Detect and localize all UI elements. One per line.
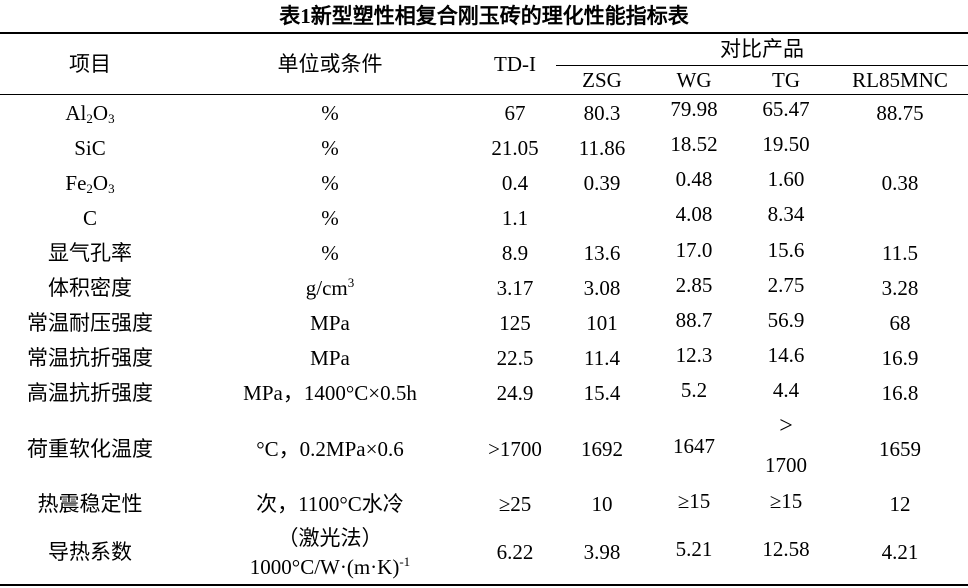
row-zsg: 11.4 <box>584 346 620 370</box>
row-td: 21.05 <box>491 136 539 160</box>
row-item-fe2o3: Fe2O3 <box>65 171 115 196</box>
row-td: 1.1 <box>501 206 529 230</box>
row-td: 22.5 <box>496 346 534 370</box>
row-item: 常温耐压强度 <box>27 311 153 335</box>
header-item: 项目 <box>69 52 111 76</box>
header-wg: WG <box>676 68 712 92</box>
row-tg: 15.6 <box>767 238 805 262</box>
row-unit-conductivity: 1000°C/W·(m·K)-1 <box>249 553 411 579</box>
row-item-al2o3: Al2O3 <box>65 101 115 126</box>
row-wg: 18.52 <box>670 132 718 156</box>
row-rl: 3.28 <box>881 276 919 300</box>
row-zsg: 13.6 <box>583 241 621 265</box>
row-zsg: 101 <box>586 311 618 335</box>
header-unit: 单位或条件 <box>277 52 383 76</box>
row-unit: % <box>321 101 339 125</box>
row-tg: 14.6 <box>767 343 805 367</box>
row-item: C <box>82 206 97 230</box>
row-wg: 0.48 <box>675 167 713 191</box>
row-td: 67 <box>504 101 526 125</box>
row-item: 热震稳定性 <box>37 492 143 516</box>
header-compare: 对比产品 <box>720 37 804 61</box>
top-rule <box>0 32 968 34</box>
row-unit: % <box>321 206 339 230</box>
row-tg-symbol: > <box>779 413 793 439</box>
row-tg: 4.4 <box>772 378 800 402</box>
row-wg: 5.21 <box>675 537 713 561</box>
row-td: 3.17 <box>496 276 534 300</box>
row-rl: 1659 <box>879 437 921 461</box>
row-wg: 2.85 <box>675 273 713 297</box>
row-unit-gcm3: g/cm3 <box>305 274 355 300</box>
row-wg: 79.98 <box>670 97 718 121</box>
row-unit: % <box>321 241 339 265</box>
row-rl: 16.8 <box>881 381 919 405</box>
header-tg: TG <box>772 68 800 92</box>
row-unit: 次，1100°C水冷 <box>256 492 404 516</box>
row-wg: 12.3 <box>675 343 713 367</box>
row-tg: 56.9 <box>767 308 805 332</box>
row-unit: % <box>321 171 339 195</box>
row-rl: 68 <box>889 311 911 335</box>
row-rl: 88.75 <box>876 101 924 125</box>
row-zsg: 1692 <box>581 437 623 461</box>
row-zsg: 15.4 <box>583 381 621 405</box>
row-unit: °C，0.2MPa×0.6 <box>256 437 404 461</box>
row-wg: 1647 <box>673 434 715 458</box>
row-rl: 0.38 <box>881 171 919 195</box>
row-unit: MPa <box>310 311 350 335</box>
row-td: 125 <box>499 311 531 335</box>
row-td: 6.22 <box>496 540 534 564</box>
row-wg: 17.0 <box>675 238 713 262</box>
header-rl: RL85MNC <box>852 68 948 92</box>
row-item: 常温抗折强度 <box>27 346 153 370</box>
row-zsg: 10 <box>591 492 613 516</box>
row-td: 24.9 <box>496 381 534 405</box>
row-item: 导热系数 <box>48 540 132 564</box>
row-td: >1700 <box>488 437 542 461</box>
row-item: 高温抗折强度 <box>27 381 153 405</box>
row-unit-method: （激光法） <box>277 526 383 550</box>
row-unit: % <box>321 136 339 160</box>
row-rl: 12 <box>889 492 911 516</box>
row-zsg: 3.98 <box>583 540 621 564</box>
row-tg: ≥15 <box>769 489 803 513</box>
row-wg: 5.2 <box>680 378 708 402</box>
compare-underline <box>556 65 968 66</box>
header-td: TD-I <box>494 52 536 76</box>
row-tg: 8.34 <box>767 202 805 226</box>
row-tg: 65.47 <box>762 97 810 121</box>
row-tg: 19.50 <box>762 132 810 156</box>
row-item: 荷重软化温度 <box>27 437 153 461</box>
row-rl: 16.9 <box>881 346 919 370</box>
row-wg: 4.08 <box>675 202 713 226</box>
table-title: 表1新型塑性相复合刚玉砖的理化性能指标表 <box>279 4 689 28</box>
header-zsg: ZSG <box>582 68 622 92</box>
row-wg: ≥15 <box>677 489 711 513</box>
header-bottom-rule <box>0 94 968 95</box>
row-item: 显气孔率 <box>48 241 132 265</box>
row-wg: 88.7 <box>675 308 713 332</box>
row-zsg: 11.86 <box>578 136 626 160</box>
row-item: SiC <box>74 136 106 160</box>
row-unit: MPa，1400°C×0.5h <box>243 381 417 405</box>
row-tg-value: 1700 <box>765 453 807 477</box>
row-rl: 11.5 <box>882 241 918 265</box>
row-zsg: 0.39 <box>583 171 621 195</box>
row-td: ≥25 <box>498 492 532 516</box>
row-zsg: 3.08 <box>583 276 621 300</box>
row-tg: 1.60 <box>767 167 805 191</box>
row-rl: 4.21 <box>881 540 919 564</box>
row-unit: MPa <box>310 346 350 370</box>
bottom-rule <box>0 584 968 586</box>
row-tg: 2.75 <box>767 273 805 297</box>
row-td: 8.9 <box>501 241 529 265</box>
row-zsg: 80.3 <box>583 101 621 125</box>
row-tg: 12.58 <box>762 537 810 561</box>
row-td: 0.4 <box>501 171 529 195</box>
row-item: 体积密度 <box>48 276 132 300</box>
